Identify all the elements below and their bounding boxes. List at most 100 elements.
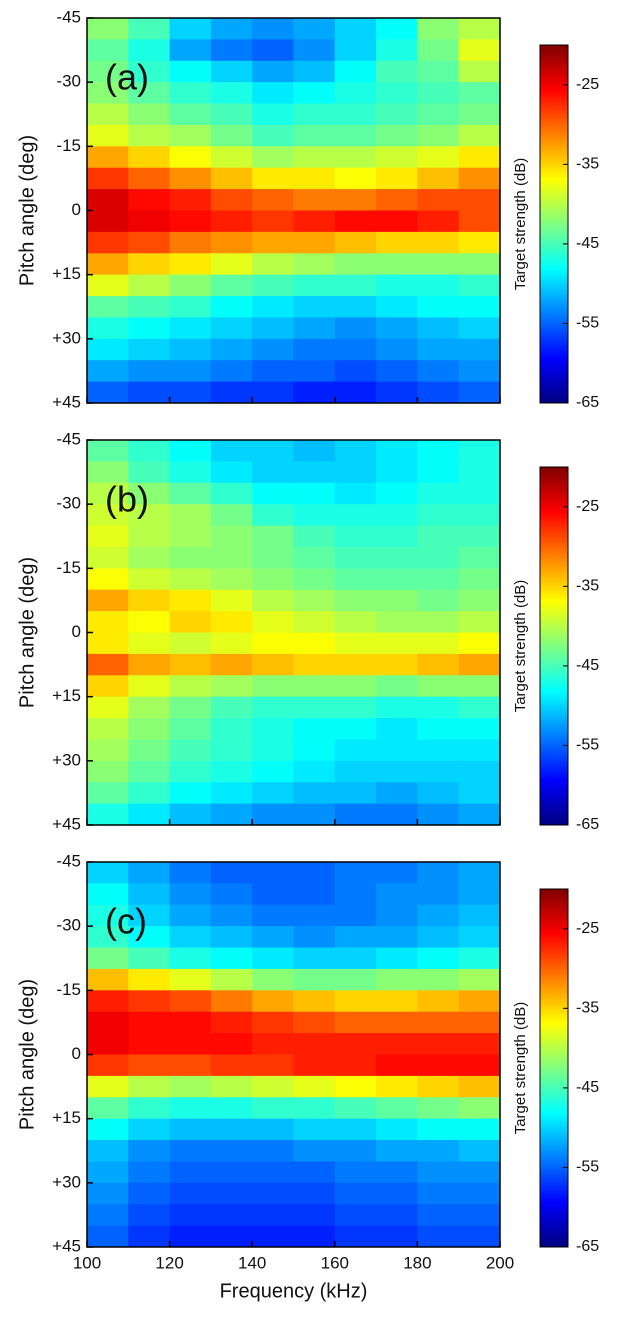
y-tick-label: +45 (52, 814, 81, 833)
heatmap-cell (169, 274, 212, 297)
heatmap-cell (334, 1204, 377, 1227)
heatmap-cells (87, 862, 500, 1247)
heatmap-cell (128, 253, 171, 276)
heatmap-cell (169, 146, 212, 169)
heatmap-cell (128, 146, 171, 169)
x-tick-label: 140 (238, 1253, 266, 1272)
heatmap-cell (210, 210, 253, 233)
heatmap-cell (169, 1033, 212, 1055)
heatmap-cell (458, 632, 500, 655)
heatmap-cell (334, 504, 377, 527)
heatmap-cell (458, 525, 500, 548)
heatmap-cell (293, 1033, 336, 1055)
heatmap-cells (87, 18, 500, 403)
colorbar-tick-label: -45 (576, 1079, 599, 1096)
colorbar (539, 44, 569, 404)
x-tick-label: 120 (155, 1253, 183, 1272)
heatmap-cell (293, 862, 336, 884)
heatmap-cell (458, 103, 500, 126)
heatmap-cell (334, 82, 377, 105)
heatmap-cell (458, 1075, 500, 1098)
heatmap-cell (252, 1204, 294, 1227)
heatmap-cell (334, 146, 377, 169)
heatmap-cell (252, 525, 294, 548)
heatmap-cell (87, 589, 129, 612)
heatmap-cell (417, 1097, 460, 1120)
heatmap-cell (376, 1011, 418, 1034)
heatmap-cell (293, 1075, 336, 1098)
heatmap-cells (87, 440, 500, 825)
heatmap-cell (128, 568, 171, 591)
heatmap-cell (334, 760, 377, 783)
heatmap-cell (376, 274, 418, 297)
heatmap-cell (417, 1182, 460, 1205)
colorbar (539, 466, 569, 826)
heatmap-cell (128, 231, 171, 254)
heatmap-cell (210, 568, 253, 591)
heatmap-cell (210, 968, 253, 991)
y-tick-label: +45 (52, 392, 81, 411)
heatmap-cell (293, 1161, 336, 1184)
heatmap-cell (417, 1075, 460, 1098)
heatmap-cell (376, 1182, 418, 1205)
heatmap-cell (128, 1097, 171, 1120)
heatmap-cell (128, 1118, 171, 1141)
colorbar-tick-label: -65 (576, 394, 599, 411)
heatmap-cell (87, 440, 129, 462)
heatmap-cell (87, 1204, 129, 1227)
colorbar-tick-label: -25 (576, 920, 599, 937)
heatmap-cell (376, 1225, 418, 1247)
heatmap-cell (210, 504, 253, 527)
y-tick-label: +30 (52, 1172, 81, 1191)
heatmap-cell (417, 675, 460, 698)
colorbar-tick-label: -65 (576, 1238, 599, 1255)
heatmap-cell (334, 440, 377, 462)
heatmap-cell (334, 1225, 377, 1247)
heatmap-cell (87, 39, 129, 62)
heatmap-cell (417, 862, 460, 884)
heatmap-cell (417, 504, 460, 527)
heatmap-cell (252, 1182, 294, 1205)
heatmap-cell (293, 210, 336, 233)
heatmap-cell (458, 904, 500, 927)
colorbar-tick-label: -55 (576, 315, 599, 332)
heatmap-cell (458, 253, 500, 276)
colorbar-label: Target strength (dB) (512, 1002, 529, 1135)
heatmap-cell (458, 82, 500, 105)
heatmap-cell (87, 1161, 129, 1184)
heatmap-cell (252, 632, 294, 655)
y-tick-label: -30 (56, 494, 81, 513)
heatmap-cell (210, 546, 253, 569)
heatmap-cell (376, 167, 418, 190)
heatmap-cell (169, 525, 212, 548)
heatmap-cell (210, 482, 253, 505)
heatmap-cell (376, 589, 418, 612)
heatmap-cell (128, 1140, 171, 1162)
heatmap-cell (334, 274, 377, 297)
heatmap-cell (293, 1011, 336, 1034)
heatmap-cell (252, 440, 294, 462)
heatmap-cell (128, 1204, 171, 1227)
heatmap-cell (252, 589, 294, 612)
heatmap-cell (417, 739, 460, 762)
x-tick-label: 160 (321, 1253, 349, 1272)
heatmap-cell (293, 124, 336, 147)
heatmap-cell (458, 60, 500, 83)
heatmap-cell (252, 968, 294, 991)
heatmap-cell (169, 1011, 212, 1034)
heatmap-cell (169, 167, 212, 190)
heatmap-cell (169, 862, 212, 884)
heatmap-cell (87, 739, 129, 762)
heatmap-cell (210, 1011, 253, 1034)
heatmap-cell (252, 504, 294, 527)
heatmap-cell (458, 883, 500, 906)
heatmap-cell (417, 274, 460, 297)
y-tick-label: -15 (56, 136, 81, 155)
colorbar-tick-label: -25 (576, 498, 599, 515)
heatmap-cell (252, 381, 294, 403)
heatmap-cell (128, 883, 171, 906)
heatmap-cell (458, 461, 500, 484)
heatmap-cell (417, 632, 460, 655)
heatmap-cell (87, 782, 129, 805)
y-tick-label: +15 (52, 686, 81, 705)
